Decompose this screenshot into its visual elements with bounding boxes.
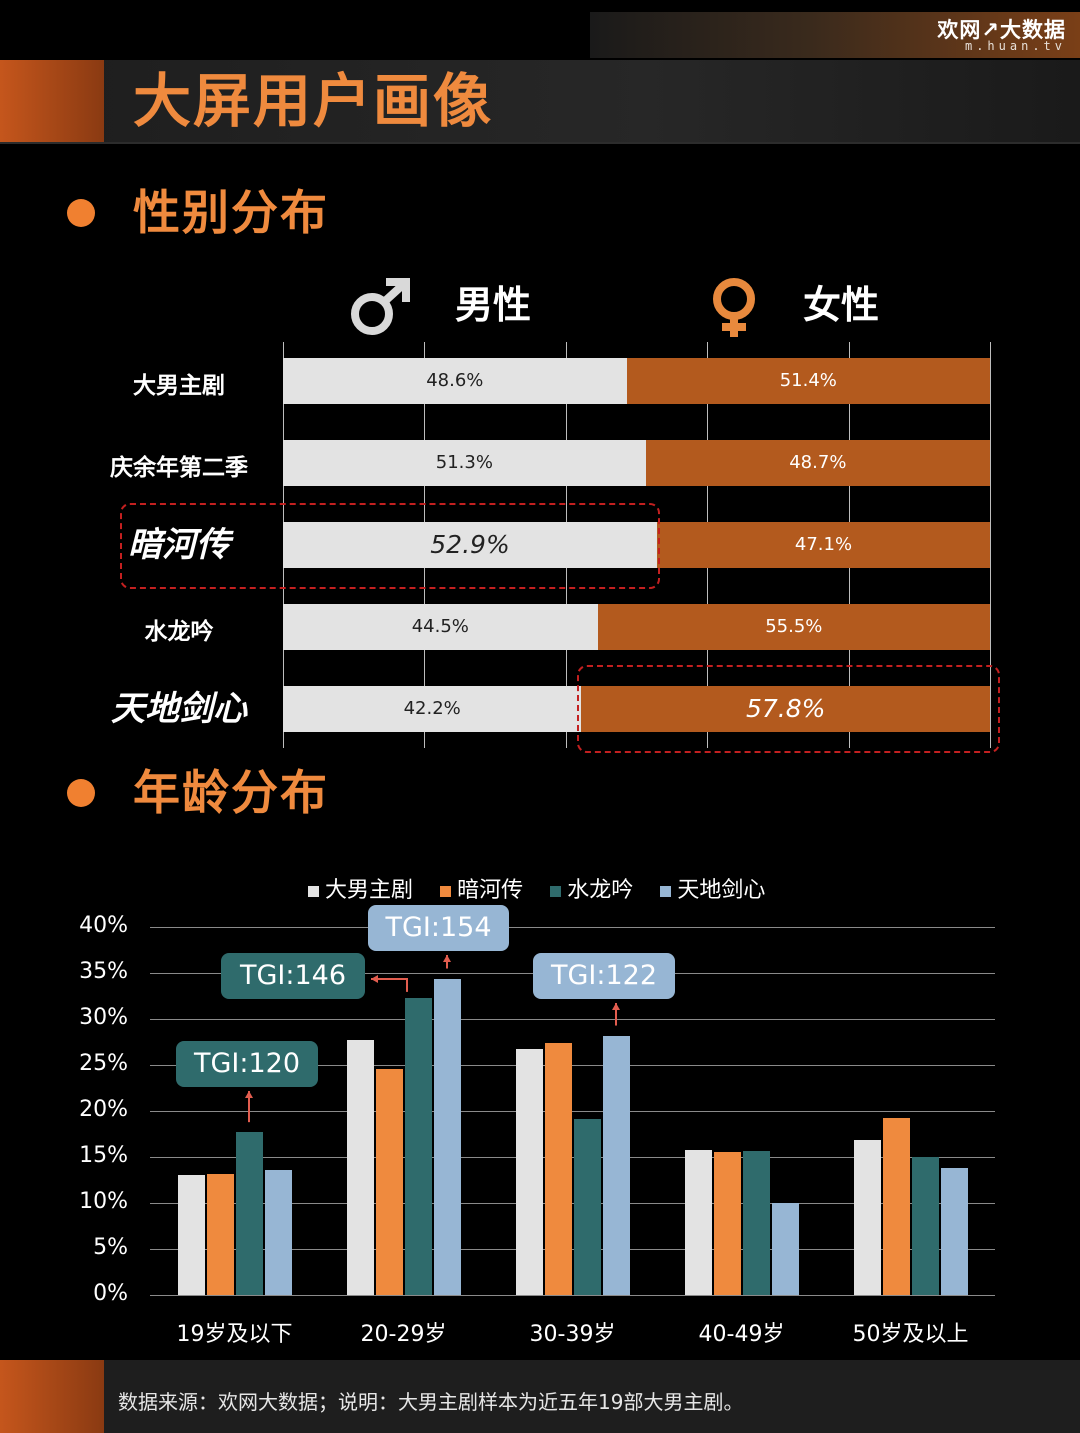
title-accent [0,60,104,142]
age-bar [602,1035,630,1295]
section-bullet [67,779,95,807]
age-gridline [150,1203,995,1204]
tgi-arrowhead [612,1003,620,1010]
age-bar [713,1152,741,1295]
tgi-callout: TGI:154 [368,905,509,951]
tgi-arrow [371,978,408,992]
age-bar [404,997,432,1295]
y-tick-label: 35% [79,959,128,984]
age-gridline [150,927,995,928]
y-tick-label: 0% [93,1281,128,1306]
x-tick-label: 20-29岁 [360,1322,447,1347]
age-gridline [150,1157,995,1158]
legend-item: 大男主剧 [308,878,413,903]
male-bar: 52.9% [283,522,657,568]
gender-row-label: 天地剑心 [111,689,247,729]
highlight-box [577,665,1000,753]
highlight-box [120,503,660,589]
age-bar [177,1175,205,1295]
x-tick-label: 19岁及以下 [176,1322,293,1347]
female-bar: 48.7% [645,440,990,486]
tgi-callout: TGI:122 [533,953,675,999]
gender-section-title: 性别分布 [133,186,329,241]
age-gridline [150,1019,995,1020]
age-bar [544,1042,572,1295]
age-bar [235,1132,263,1295]
gender-row-label: 暗河传 [128,525,230,565]
age-bar [853,1140,881,1295]
legend-item: 天地剑心 [660,878,765,903]
female-symbol-icon [713,278,755,337]
tgi-arrowhead [245,1091,253,1098]
age-gridline [150,1249,995,1250]
x-tick-label: 40-49岁 [698,1322,785,1347]
age-bar [771,1203,799,1295]
x-tick-label: 30-39岁 [529,1322,616,1347]
male-bar: 44.5% [283,604,598,650]
female-bar: 51.4% [626,358,990,404]
female-label: 女性 [803,283,880,327]
male-bar: 48.6% [283,358,627,404]
y-tick-label: 20% [79,1097,128,1122]
male-symbol-icon [351,278,410,335]
age-bar [264,1169,292,1295]
age-bar [433,978,461,1295]
y-tick-label: 30% [79,1005,128,1030]
female-bar: 55.5% [597,604,990,650]
legend-item: 暗河传 [440,878,523,903]
footer-accent [0,1360,104,1433]
x-tick-label: 50岁及以上 [852,1322,969,1347]
male-label: 男性 [455,283,532,327]
age-bar [375,1068,403,1295]
age-legend: 大男主剧 暗河传 水龙吟 天地剑心 [308,872,765,904]
y-tick-label: 15% [79,1143,128,1168]
y-tick-label: 5% [93,1235,128,1260]
brand-url: m.huan.tv [964,39,1066,53]
tgi-callout: TGI:120 [176,1041,318,1087]
gender-gridline [990,342,991,748]
age-gridline [150,1065,995,1066]
tgi-arrowhead [443,955,451,962]
age-gridline [150,1295,995,1296]
gender-row-label: 大男主剧 [133,373,225,399]
female-bar: 57.8% [581,686,990,732]
age-bar [940,1168,968,1295]
y-tick-label: 10% [79,1189,128,1214]
age-bar [346,1040,374,1295]
age-gridline [150,1111,995,1112]
section-bullet [67,199,95,227]
footer-band [0,1360,1080,1433]
brand-strip [590,12,1080,58]
gender-row-label: 庆余年第二季 [110,455,248,481]
age-bar [882,1118,910,1295]
age-bar [206,1173,234,1295]
brand-logo: 欢网↗大数据 [937,18,1066,42]
legend-item: 水龙吟 [550,878,633,903]
gender-row-label: 水龙吟 [144,619,214,645]
age-bar [684,1149,712,1295]
age-section-title: 年龄分布 [133,766,329,821]
tgi-callout: TGI:146 [221,953,365,999]
y-tick-label: 25% [79,1051,128,1076]
title-band [0,60,1080,144]
tgi-arrowhead [371,975,378,983]
age-bar [573,1119,601,1295]
female-bar: 47.1% [657,522,990,568]
male-bar: 42.2% [283,686,582,732]
y-tick-label: 40% [79,913,128,938]
age-bar [515,1049,543,1295]
age-bar [911,1157,939,1295]
age-bar [742,1150,770,1295]
male-bar: 51.3% [283,440,646,486]
page-title: 大屏用户画像 [133,67,494,135]
footer-note: 数据来源：欢网大数据；说明：大男主剧样本为近五年19部大男主剧。 [118,1390,744,1414]
